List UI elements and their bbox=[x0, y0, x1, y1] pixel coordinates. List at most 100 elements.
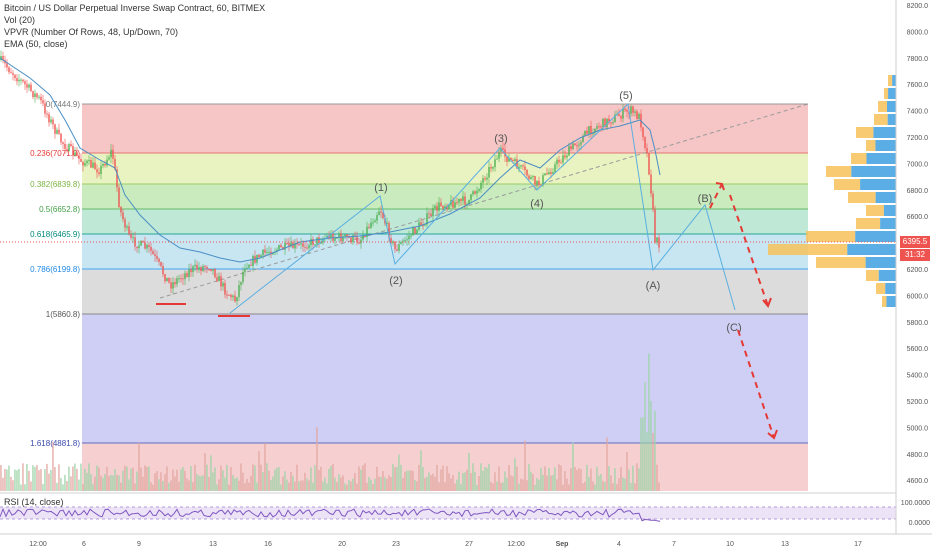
volume-bar bbox=[74, 463, 76, 491]
volume-bar bbox=[16, 470, 18, 491]
candle-body bbox=[414, 227, 416, 234]
volume-bar bbox=[426, 476, 428, 491]
volume-bar bbox=[328, 468, 330, 491]
volume-bar bbox=[556, 479, 558, 491]
candle-body bbox=[412, 227, 414, 236]
volume-bar bbox=[238, 480, 240, 491]
candle-body bbox=[486, 177, 488, 180]
volume-bar bbox=[390, 477, 392, 491]
volume-bar bbox=[210, 455, 212, 491]
candle-body bbox=[580, 142, 582, 145]
projection-arrow-down-1[interactable] bbox=[729, 194, 769, 307]
fib-retracement[interactable]: 1.618(4881.8) 1(5860.8) 0.786(6199.8) 0.… bbox=[30, 100, 808, 491]
volume-bar bbox=[94, 476, 96, 491]
volume-bar bbox=[364, 463, 366, 491]
rsi-indicator-label[interactable]: RSI (14, close) bbox=[4, 497, 64, 507]
candle-body bbox=[396, 249, 398, 251]
volume-bar bbox=[54, 467, 56, 491]
symbol-title[interactable]: Bitcoin / US Dollar Perpetual Inverse Sw… bbox=[4, 3, 266, 13]
time-tick-label: 17 bbox=[854, 541, 862, 548]
vpvr-row-down bbox=[880, 218, 896, 229]
volume-bar bbox=[64, 474, 66, 491]
candle-body bbox=[342, 236, 344, 242]
volume-bar bbox=[482, 470, 484, 491]
candle-body bbox=[64, 143, 66, 149]
candle-body bbox=[508, 157, 510, 162]
candle-body bbox=[598, 126, 600, 128]
candle-body bbox=[604, 118, 606, 128]
candle-body bbox=[488, 166, 490, 178]
candle-body bbox=[292, 242, 294, 249]
volume-bar bbox=[302, 480, 304, 491]
projection-arrow-down-2[interactable] bbox=[737, 329, 775, 439]
candle-body bbox=[538, 180, 540, 185]
volume-bar bbox=[222, 470, 224, 491]
volume-bar bbox=[630, 482, 632, 491]
volume-bar bbox=[258, 450, 260, 491]
candle-body bbox=[212, 268, 214, 271]
volume-bar bbox=[460, 484, 462, 491]
candle-body bbox=[570, 146, 572, 150]
volume-bar bbox=[558, 464, 560, 491]
candle-body bbox=[566, 155, 568, 158]
candle-body bbox=[286, 243, 288, 245]
candle-body bbox=[622, 108, 624, 119]
price-tick-label: 6600.0 bbox=[907, 214, 929, 221]
candle-body bbox=[184, 273, 186, 280]
volume-bar bbox=[150, 482, 152, 491]
volume-bar bbox=[332, 463, 334, 491]
candle-body bbox=[654, 209, 656, 243]
volume-bar bbox=[274, 469, 276, 491]
volume-bar bbox=[308, 480, 310, 491]
elliott-wave-path[interactable] bbox=[229, 102, 736, 314]
time-axis[interactable]: 12:00 6 9 13 16 20 23 27 12:00 Sep 4 7 10 13 17 bbox=[29, 541, 862, 548]
vol-indicator-label[interactable]: Vol (20) bbox=[4, 15, 36, 25]
volume-bar bbox=[218, 479, 220, 491]
volume-bar bbox=[456, 479, 458, 491]
vpvr-row-down bbox=[875, 140, 896, 151]
volume-bar bbox=[216, 484, 218, 491]
candle-body bbox=[200, 267, 202, 271]
vpvr-row-up bbox=[848, 192, 876, 203]
price-tick-label: 4600.0 bbox=[907, 478, 929, 485]
volume-bar bbox=[466, 469, 468, 491]
dashed-trendline[interactable] bbox=[159, 103, 809, 299]
volume-bar bbox=[168, 482, 170, 491]
volume-bar bbox=[440, 469, 442, 491]
volume-bar bbox=[570, 468, 572, 491]
volume-bar bbox=[432, 473, 434, 491]
volume-bar bbox=[404, 471, 406, 491]
volume-bar bbox=[32, 465, 34, 491]
volume-bar bbox=[316, 427, 318, 491]
price-tick-label: 7600.0 bbox=[907, 82, 929, 89]
candle-body bbox=[496, 158, 498, 160]
price-tick-label: 7000.0 bbox=[907, 161, 929, 168]
candle-body bbox=[84, 163, 86, 166]
volume-bar bbox=[252, 464, 254, 491]
volume-bar bbox=[10, 476, 12, 491]
volume-bar bbox=[350, 481, 352, 491]
candle-body bbox=[316, 237, 318, 245]
candle-body bbox=[470, 194, 472, 200]
candle-body bbox=[28, 84, 30, 88]
volume-bar bbox=[180, 469, 182, 491]
price-tick-label: 6200.0 bbox=[907, 267, 929, 274]
candle-body bbox=[492, 167, 494, 169]
volume-bar bbox=[462, 472, 464, 491]
candle-body bbox=[304, 246, 306, 248]
vpvr-indicator-label[interactable]: VPVR (Number Of Rows, 48, Up/Down, 70) bbox=[4, 27, 179, 37]
volume-bar bbox=[28, 470, 30, 491]
volume-bar bbox=[548, 467, 550, 491]
volume-bar bbox=[204, 453, 206, 491]
price-axis[interactable]: 8200.0 8000.0 7800.0 7600.0 7400.0 7200.0 7000… bbox=[907, 3, 929, 485]
projection-arrow-up[interactable] bbox=[709, 183, 723, 209]
rsi-tick-100: 100.0000 bbox=[901, 500, 930, 507]
ema-indicator-label[interactable]: EMA (50, close) bbox=[4, 39, 68, 49]
volume-bar bbox=[40, 468, 42, 491]
volume-bar bbox=[358, 466, 360, 491]
volume-bar bbox=[610, 475, 612, 491]
volume-bar bbox=[22, 463, 24, 491]
candle-body bbox=[592, 132, 594, 135]
volume-bar bbox=[590, 468, 592, 491]
